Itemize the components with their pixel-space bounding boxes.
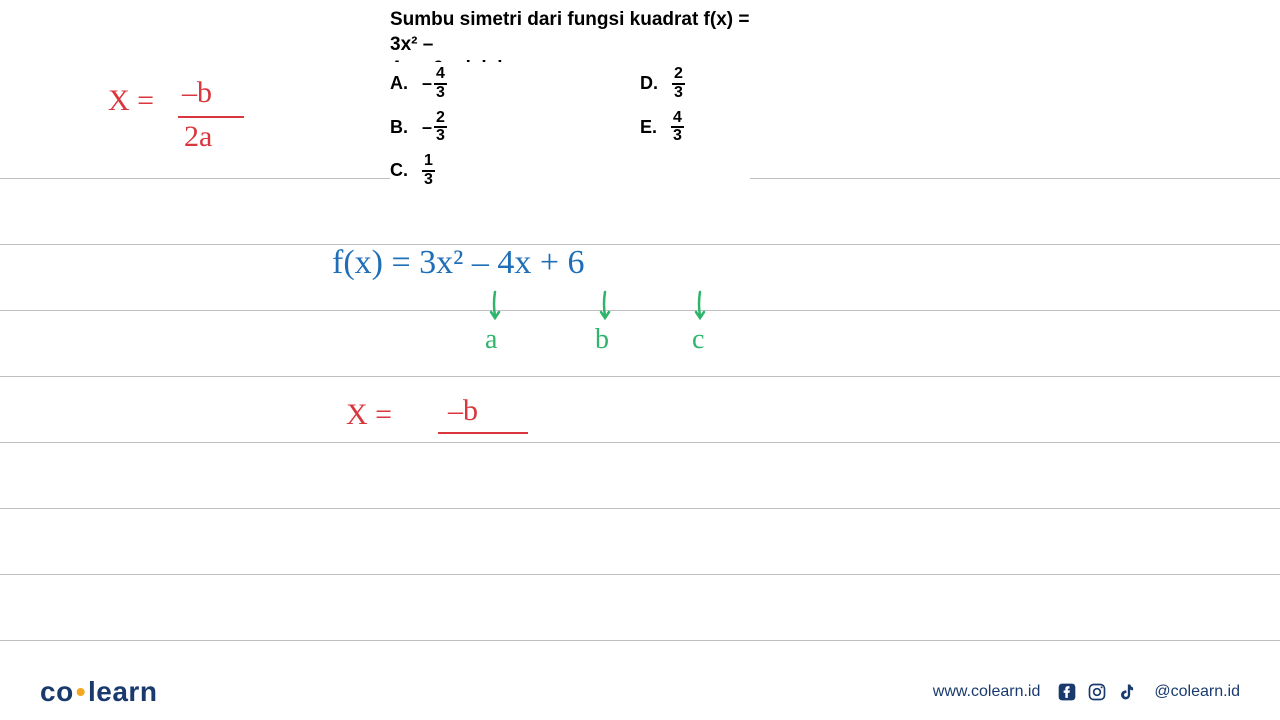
option-e: E. 4 3: [640, 110, 730, 146]
handwritten-label-a: a: [485, 326, 497, 354]
instagram-icon: [1086, 681, 1108, 703]
option-letter: A.: [390, 73, 408, 94]
option-sign: –: [422, 117, 432, 138]
handwritten-label-b: b: [595, 326, 609, 354]
rule-line: [0, 376, 1280, 377]
website-url: www.colearn.id: [933, 683, 1041, 701]
colearn-logo: co•learn: [40, 676, 157, 708]
option-sign: –: [422, 73, 432, 94]
social-icons: [1056, 681, 1138, 703]
option-letter: D.: [640, 73, 658, 94]
social-handle: @colearn.id: [1154, 683, 1240, 701]
logo-learn: learn: [88, 676, 157, 707]
handwritten-formula-denominator: 2a: [184, 122, 212, 152]
tiktok-icon: [1116, 681, 1138, 703]
option-b: B. – 2 3: [390, 110, 480, 146]
option-d: D. 2 3: [640, 66, 730, 102]
option-letter: C.: [390, 160, 408, 181]
option-num: 4: [671, 110, 684, 129]
arrow-down-icon: [485, 290, 505, 322]
arrow-down-icon: [595, 290, 615, 322]
footer: co•learn www.colearn.id @colearn.id: [0, 664, 1280, 720]
handwritten-fx-equation: f(x) = 3x² – 4x + 6: [332, 246, 585, 280]
handwritten-fraction-bar: [438, 432, 528, 434]
option-den: 3: [434, 85, 447, 102]
handwritten-formula-x-eq: X =: [108, 86, 154, 116]
handwritten-formula-numerator: –b: [182, 78, 212, 108]
logo-co: co: [40, 676, 74, 707]
question-line-1: Sumbu simetri dari fungsi kuadrat f(x) =…: [390, 8, 758, 57]
rule-line: [0, 574, 1280, 575]
option-a: A. – 4 3: [390, 66, 480, 102]
logo-dot: •: [76, 676, 86, 707]
arrow-down-icon: [690, 290, 710, 322]
answer-options: A. – 4 3 D. 2 3 B. – 2 3: [390, 62, 750, 203]
option-den: 3: [434, 128, 447, 145]
option-letter: E.: [640, 117, 657, 138]
option-letter: B.: [390, 117, 408, 138]
rule-line: [0, 640, 1280, 641]
option-num: 2: [434, 110, 447, 129]
handwritten-bottom-numerator: –b: [448, 396, 478, 426]
option-num: 4: [434, 66, 447, 85]
option-den: 3: [422, 172, 435, 189]
option-den: 3: [672, 85, 685, 102]
option-num: 2: [672, 66, 685, 85]
handwritten-fraction-bar: [178, 116, 244, 118]
option-num: 1: [422, 153, 435, 172]
option-c: C. 1 3: [390, 153, 480, 189]
rule-line: [0, 244, 1280, 245]
facebook-icon: [1056, 681, 1078, 703]
handwritten-label-c: c: [692, 326, 704, 354]
rule-line: [0, 508, 1280, 509]
footer-right: www.colearn.id @colearn.id: [933, 681, 1240, 703]
handwritten-bottom-x-eq: X =: [346, 400, 392, 430]
rule-line: [0, 442, 1280, 443]
option-den: 3: [671, 128, 684, 145]
rule-line: [0, 310, 1280, 311]
